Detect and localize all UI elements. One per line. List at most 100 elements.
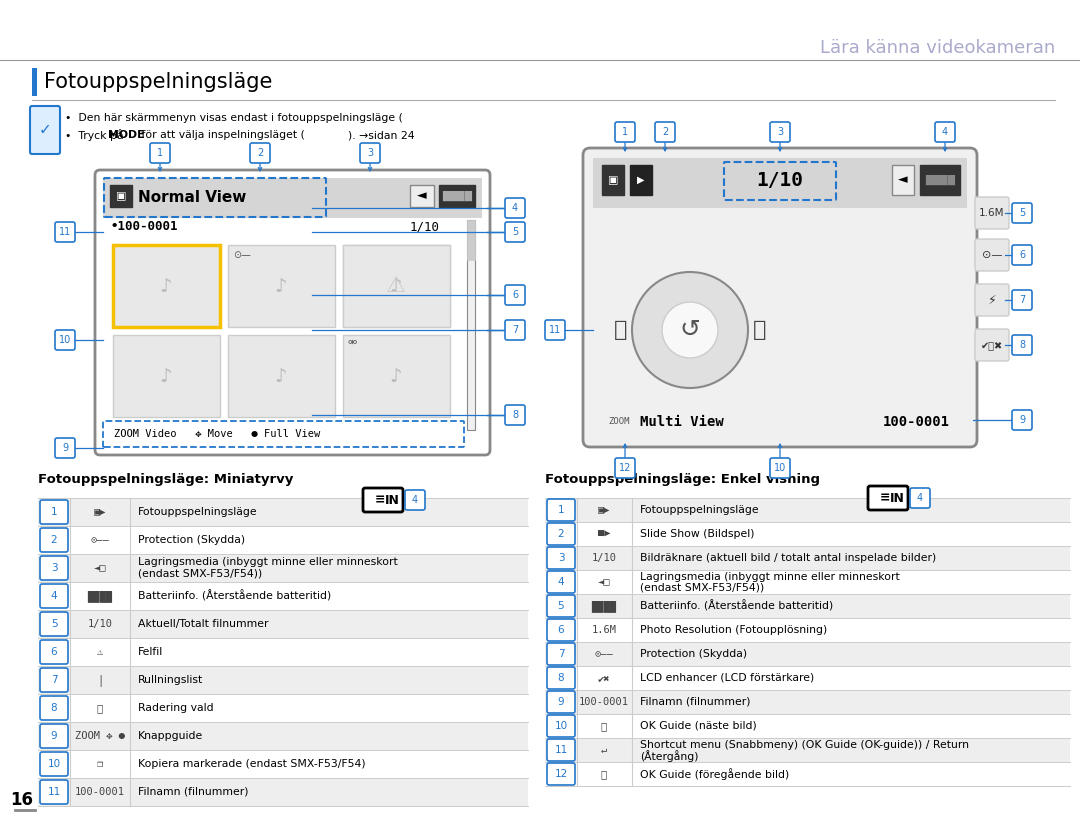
FancyBboxPatch shape: [910, 488, 930, 508]
Text: ♪: ♪: [274, 366, 287, 385]
Text: 6: 6: [1018, 250, 1025, 260]
Text: 11: 11: [549, 325, 562, 335]
FancyBboxPatch shape: [546, 667, 575, 689]
Bar: [38, 750, 528, 778]
Text: ≡: ≡: [880, 491, 891, 504]
FancyBboxPatch shape: [40, 500, 68, 524]
Text: ≡: ≡: [375, 494, 386, 506]
Bar: [545, 738, 1070, 762]
Text: ⊙——: ⊙——: [91, 535, 109, 545]
Text: ⏮: ⏮: [600, 769, 607, 779]
Text: 100-0001: 100-0001: [883, 415, 950, 429]
Text: 1/10: 1/10: [592, 553, 617, 563]
FancyBboxPatch shape: [1012, 410, 1032, 430]
Bar: [545, 714, 1070, 738]
FancyBboxPatch shape: [975, 329, 1009, 361]
Bar: [110, 185, 132, 207]
Text: Shortcut menu (Snabbmeny) (OK Guide (OK-guide)) / Return: Shortcut menu (Snabbmeny) (OK Guide (OK-…: [640, 740, 969, 750]
FancyBboxPatch shape: [546, 547, 575, 569]
FancyBboxPatch shape: [30, 106, 60, 154]
Text: ████: ████: [924, 174, 955, 185]
Text: Protection (Skydda): Protection (Skydda): [138, 535, 245, 545]
Text: ♪: ♪: [160, 366, 172, 385]
Bar: [38, 526, 528, 554]
Text: Knappguide: Knappguide: [138, 731, 203, 741]
Bar: [38, 610, 528, 638]
Text: 10: 10: [554, 721, 568, 731]
Text: Fotouppspelningsläge: Miniatyrvy: Fotouppspelningsläge: Miniatyrvy: [38, 474, 294, 486]
FancyBboxPatch shape: [249, 143, 270, 163]
Bar: [38, 582, 528, 610]
Text: ■▶: ■▶: [597, 529, 610, 539]
FancyBboxPatch shape: [55, 438, 75, 458]
FancyBboxPatch shape: [975, 197, 1009, 229]
FancyBboxPatch shape: [1012, 335, 1032, 355]
FancyBboxPatch shape: [55, 330, 75, 350]
Text: ▣▶: ▣▶: [597, 505, 610, 515]
FancyBboxPatch shape: [505, 222, 525, 242]
Text: •100-0001: •100-0001: [110, 221, 177, 233]
FancyBboxPatch shape: [40, 724, 68, 748]
Text: ZOOM: ZOOM: [608, 418, 630, 427]
Text: MODE: MODE: [108, 130, 145, 140]
FancyBboxPatch shape: [1012, 245, 1032, 265]
Text: ▣: ▣: [608, 175, 618, 185]
Text: ✓: ✓: [39, 122, 52, 137]
Text: 4: 4: [942, 127, 948, 137]
Circle shape: [632, 272, 748, 388]
Bar: [892, 165, 914, 195]
Text: ↺: ↺: [679, 318, 701, 342]
Bar: [545, 618, 1070, 642]
Text: ✔／✖: ✔／✖: [981, 340, 1003, 350]
Text: ⊙—: ⊙—: [982, 250, 1002, 260]
Text: ████: ████: [592, 600, 617, 612]
Text: ♪: ♪: [390, 366, 402, 385]
Text: 100-0001: 100-0001: [579, 697, 629, 707]
FancyBboxPatch shape: [360, 143, 380, 163]
FancyBboxPatch shape: [40, 584, 68, 608]
FancyBboxPatch shape: [40, 640, 68, 664]
Bar: [38, 722, 528, 750]
Text: Lära känna videokameran: Lära känna videokameran: [820, 39, 1055, 57]
Text: 9: 9: [62, 443, 68, 453]
Text: OK Guide (näste bild): OK Guide (näste bild): [640, 721, 757, 731]
Text: 9: 9: [1018, 415, 1025, 425]
Text: (endast SMX-F53/F54)): (endast SMX-F53/F54)): [640, 583, 765, 593]
Text: 4: 4: [51, 591, 57, 601]
Bar: [545, 690, 1070, 714]
Text: 7: 7: [557, 649, 565, 659]
FancyBboxPatch shape: [405, 490, 426, 510]
FancyBboxPatch shape: [770, 458, 789, 478]
FancyBboxPatch shape: [505, 320, 525, 340]
Text: ◄□: ◄□: [94, 563, 106, 573]
Bar: [410, 185, 434, 207]
Bar: [545, 594, 1070, 618]
Text: 5: 5: [51, 619, 57, 629]
Text: ▣: ▣: [116, 191, 126, 201]
Text: 100-0001: 100-0001: [75, 787, 125, 797]
Text: 1: 1: [51, 507, 57, 517]
Bar: [343, 245, 450, 327]
FancyBboxPatch shape: [546, 523, 575, 545]
Text: 11: 11: [59, 227, 71, 237]
Text: 12: 12: [554, 769, 568, 779]
FancyBboxPatch shape: [505, 285, 525, 305]
Text: 16: 16: [11, 791, 33, 809]
Text: ⚠: ⚠: [386, 276, 406, 296]
Bar: [920, 165, 960, 195]
Bar: [32, 68, 37, 96]
Text: för att välja inspelningsläget (: för att välja inspelningsläget (: [138, 130, 305, 140]
Text: 10: 10: [59, 335, 71, 345]
FancyBboxPatch shape: [615, 458, 635, 478]
FancyBboxPatch shape: [546, 643, 575, 665]
FancyBboxPatch shape: [40, 612, 68, 636]
Text: 5: 5: [512, 227, 518, 237]
Text: Felfil: Felfil: [138, 647, 163, 657]
Bar: [545, 666, 1070, 690]
Text: (Återgång): (Återgång): [640, 750, 699, 762]
Bar: [545, 570, 1070, 594]
Text: 4: 4: [917, 493, 923, 503]
Bar: [630, 165, 652, 195]
Text: 6: 6: [557, 625, 565, 635]
Text: ⚠: ⚠: [97, 647, 103, 657]
